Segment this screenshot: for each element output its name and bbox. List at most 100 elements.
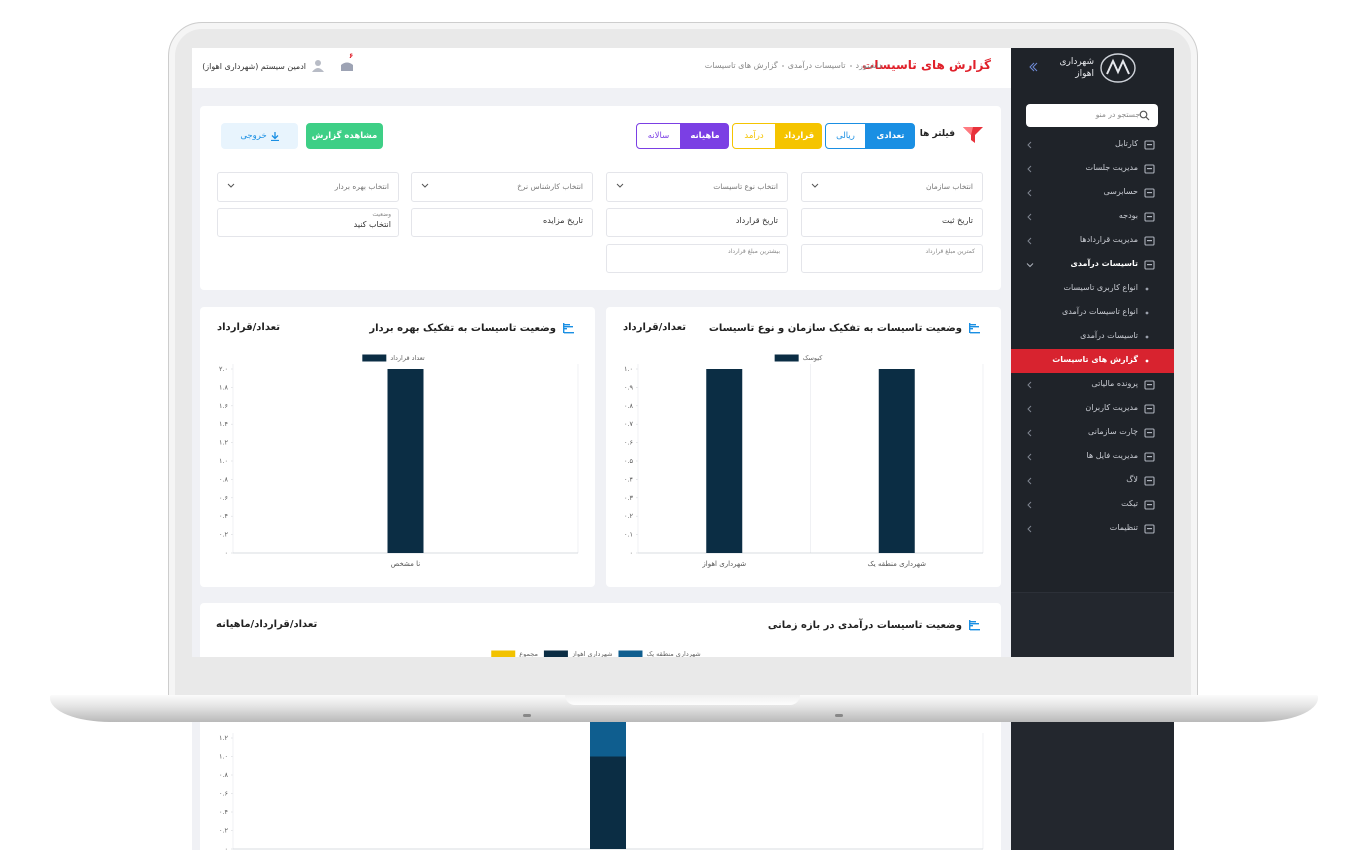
menu-item[interactable]: گزارش های تاسیسات [1052,355,1138,364]
menu-icon [1144,212,1155,222]
unit-label: تعداد/قرارداد/ماهیانه [216,619,317,630]
menu-item[interactable]: مدیریت جلسات [1085,163,1138,172]
chart-title: وضعیت تاسیسات به تفکیک سازمان و نوع تاسی… [709,323,962,334]
bar [590,756,626,849]
legend-swatch [362,354,387,362]
date-field[interactable] [411,208,593,237]
y-tick-label: ۰.۶ [219,494,228,502]
menu-icon [1144,404,1155,414]
legend-label: تعداد قرارداد [390,354,425,362]
view-report-button[interactable]: مشاهده گزارش [306,123,383,149]
y-tick-label: ۰.۶ [219,790,228,798]
status-field[interactable] [217,208,399,237]
chart-title-icon [970,326,979,328]
filter-tab[interactable]: درآمد [732,123,776,149]
x-tick-label: شهرداری منطقه یک [868,560,927,568]
y-tick-label: ۱.۲ [219,439,229,447]
menu-item[interactable]: حسابرسی [1103,187,1138,196]
menu-item[interactable]: لاگ [1126,475,1138,484]
chart-title-icon [970,625,973,627]
date-field[interactable] [801,208,983,237]
bar [387,369,424,553]
menu-bullet [1145,359,1149,363]
menu-item[interactable]: بودجه [1118,211,1138,220]
unit-label: تعداد/قرارداد [623,322,686,333]
menu-bullet [1145,335,1149,339]
amount-field[interactable] [801,244,983,273]
menu-bullet [1145,287,1149,291]
breadcrumb-item[interactable]: داشبورد [855,61,882,70]
menu-item[interactable]: مدیریت قراردادها [1079,235,1138,244]
breadcrumb-item[interactable]: تاسیسات درآمدی [787,61,846,70]
menu-item[interactable]: کارتابل [1114,139,1138,148]
select-field[interactable] [801,172,983,202]
chart-title-icon [970,629,980,631]
select-placeholder: انتخاب بهره بردار [334,182,389,191]
select-placeholder: انتخاب کارشناس نرخ [517,182,583,191]
notification-icon[interactable] [339,59,355,73]
menu-item[interactable]: پرونده مالیاتی [1091,379,1138,388]
search-box[interactable] [1026,104,1158,127]
brand-name: شهرداری [1059,57,1094,67]
menu-item[interactable]: چارت سازمانی [1088,427,1138,436]
y-tick-label: ۰.۱ [624,531,633,539]
chart-title: وضعیت تاسیسات درآمدی در بازه زمانی [768,618,962,631]
menu-chevron [1027,141,1032,149]
menu-chevron [1027,405,1032,413]
date-placeholder: تاریخ قرارداد [735,216,778,225]
chart-title: وضعیت تاسیسات به تفکیک بهره بردار [368,323,556,334]
collapse-button[interactable] [1028,62,1038,72]
filter-tab[interactable]: ماهیانه [681,123,729,149]
select-chevron [616,183,624,188]
status-value: انتخاب کنید [353,220,391,229]
menu-item[interactable]: تنظیمات [1109,523,1138,532]
select-field[interactable] [217,172,399,202]
download-icon [270,131,279,141]
y-tick-label: ۱.۰ [219,457,228,465]
breadcrumb: داشبورد تاسیسات درآمدی گزارش های تاسیسات [705,61,882,70]
menu-item[interactable]: انواع تاسیسات درآمدی [1062,307,1138,316]
y-tick-label: ۰.۸ [624,402,634,410]
select-chevron [811,183,819,188]
breadcrumb-separator [849,64,852,67]
select-chevron [227,183,235,188]
menu-item[interactable]: مدیریت فایل ها [1086,451,1139,460]
filter-tab[interactable]: سالانه [636,123,681,149]
date-field[interactable] [606,208,788,237]
user-icon [312,60,324,72]
menu-item[interactable]: انواع کاربری تاسیسات [1063,283,1138,292]
chart-title-icon [970,621,976,623]
chart-title-icon [564,324,570,326]
filter-tab[interactable]: قرارداد [776,123,822,149]
header-bar [192,48,1011,88]
menu-chevron [1027,501,1032,509]
menu-item[interactable]: تاسیسات درآمدی [1080,331,1138,340]
status-label: وضعیت [372,211,391,218]
x-tick-label: شهرداری اهواز [701,560,746,568]
filter-tab[interactable]: ریالی [825,123,866,149]
select-field[interactable] [606,172,788,202]
select-field[interactable] [411,172,593,202]
menu-item[interactable]: تیکت [1121,499,1138,508]
menu-chevron [1027,237,1032,245]
menu-icon [1144,524,1155,534]
legend-swatch [618,650,643,658]
menu-item[interactable]: تاسیسات درآمدی [1070,259,1138,268]
bar [706,369,743,553]
amount-field[interactable] [606,244,788,273]
bezel-bottom [168,657,1198,697]
y-tick-label: ۱.۰ [219,753,228,761]
y-tick-label: ۰.۴ [219,808,229,816]
y-tick-label: ۰.۸ [219,771,229,779]
filter-tab[interactable]: تعدادی [866,123,915,149]
menu-icon [1144,140,1155,150]
user-name: ادمین سیستم (شهرداری اهواز) [202,62,306,71]
amount-placeholder: بیشترین مبلغ قرارداد [728,248,780,255]
menu-icon [1144,500,1155,510]
menu-item[interactable]: مدیریت کاربران [1085,403,1138,412]
menu-icon [1144,476,1155,486]
export-button[interactable]: خروجی [221,123,298,149]
breadcrumb-separator [781,64,784,67]
breadcrumb-item[interactable]: گزارش های تاسیسات [704,61,778,70]
y-tick-label: ۰.۵ [624,457,634,465]
